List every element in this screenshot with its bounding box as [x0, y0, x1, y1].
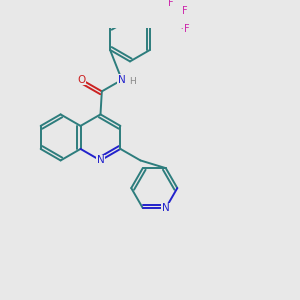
Text: F: F: [168, 0, 173, 8]
Text: F: F: [184, 24, 190, 34]
Text: N: N: [97, 155, 104, 165]
Text: O: O: [78, 75, 86, 85]
Text: N: N: [162, 203, 170, 213]
Text: F: F: [182, 6, 187, 16]
Text: H: H: [129, 77, 135, 86]
Text: N: N: [118, 75, 126, 85]
